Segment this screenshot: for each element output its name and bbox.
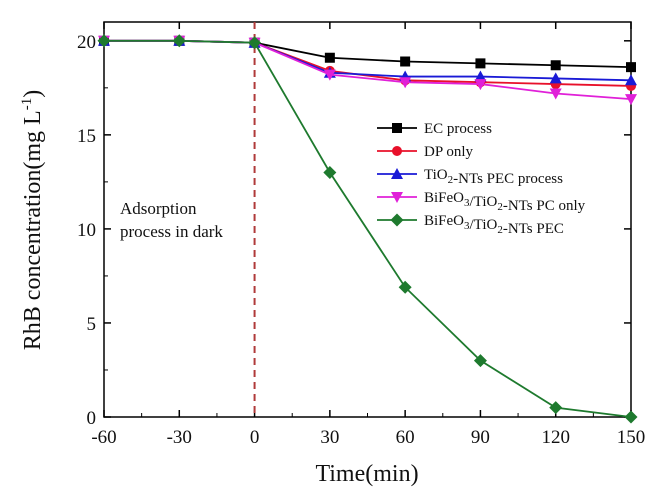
y-tick-label: 10: [77, 220, 96, 241]
data-point: [625, 74, 637, 86]
data-point: [248, 36, 262, 50]
legend-marker: [391, 168, 403, 179]
legend-label: BiFeO3/TiO2-NTs PEC: [424, 213, 564, 237]
x-tick-label: -60: [91, 427, 116, 448]
x-tick-label: 120: [541, 427, 570, 448]
data-point: [626, 62, 636, 73]
data-point: [624, 410, 638, 424]
y-axis-title: RhB concentration(mg L-1): [19, 90, 46, 350]
x-tick-label: 90: [471, 427, 490, 448]
y-tick-label: 20: [77, 32, 96, 53]
data-point: [549, 72, 562, 84]
legend-marker: [392, 146, 402, 156]
data-point: [550, 60, 561, 71]
y-tick-label: 15: [77, 126, 96, 147]
x-axis-title: Time(min): [315, 461, 418, 487]
x-axis-ticks: -60 -30 0 30 60 90 120 150: [91, 22, 645, 448]
legend-entry: EC process: [377, 121, 492, 137]
data-point: [474, 70, 487, 82]
annotation-line1: Adsorption: [120, 199, 197, 218]
data-point: [323, 69, 336, 81]
legend-label: TiO2-NTs PEC process: [424, 167, 563, 187]
y-tick-label: 0: [87, 408, 97, 429]
data-point: [97, 34, 111, 48]
x-tick-label: 60: [396, 427, 415, 448]
data-point: [474, 79, 487, 91]
data-point: [398, 280, 412, 294]
data-point: [172, 34, 186, 48]
legend-marker: [390, 213, 404, 227]
y-axis-ticks: 0 5 10 15 20: [77, 32, 631, 429]
data-point: [400, 56, 411, 67]
plot-area: [103, 21, 632, 418]
series-5: [97, 34, 638, 424]
data-point: [549, 88, 562, 100]
data-point: [399, 77, 412, 89]
data-point: [625, 94, 637, 106]
annotation-line2: process in dark: [120, 222, 223, 241]
legend-label: DP only: [424, 144, 474, 160]
data-point: [549, 401, 563, 415]
x-tick-label: -30: [167, 427, 192, 448]
x-tick-label: 0: [250, 427, 260, 448]
legend: EC process DP only TiO2-NTs PEC process BiF…: [377, 121, 586, 237]
legend-label: BiFeO3/TiO2-NTs PC only: [424, 190, 586, 214]
data-point: [324, 52, 335, 63]
data-point: [323, 165, 337, 179]
legend-marker: [392, 123, 402, 133]
data-point: [475, 58, 486, 69]
legend-label: EC process: [424, 121, 492, 137]
series-line: [104, 39, 632, 418]
data-point: [473, 354, 487, 368]
x-tick-label: 150: [617, 427, 646, 448]
legend-marker: [391, 192, 403, 203]
legend-entry: DP only: [377, 144, 474, 160]
y-tick-label: 5: [87, 314, 97, 335]
legend-entry: BiFeO3/TiO2-NTs PC only: [377, 190, 586, 214]
legend-entry: TiO2-NTs PEC process: [377, 167, 563, 187]
legend-entry: BiFeO3/TiO2-NTs PEC: [377, 213, 564, 237]
series-layer: [97, 34, 638, 424]
x-tick-label: 30: [320, 427, 339, 448]
